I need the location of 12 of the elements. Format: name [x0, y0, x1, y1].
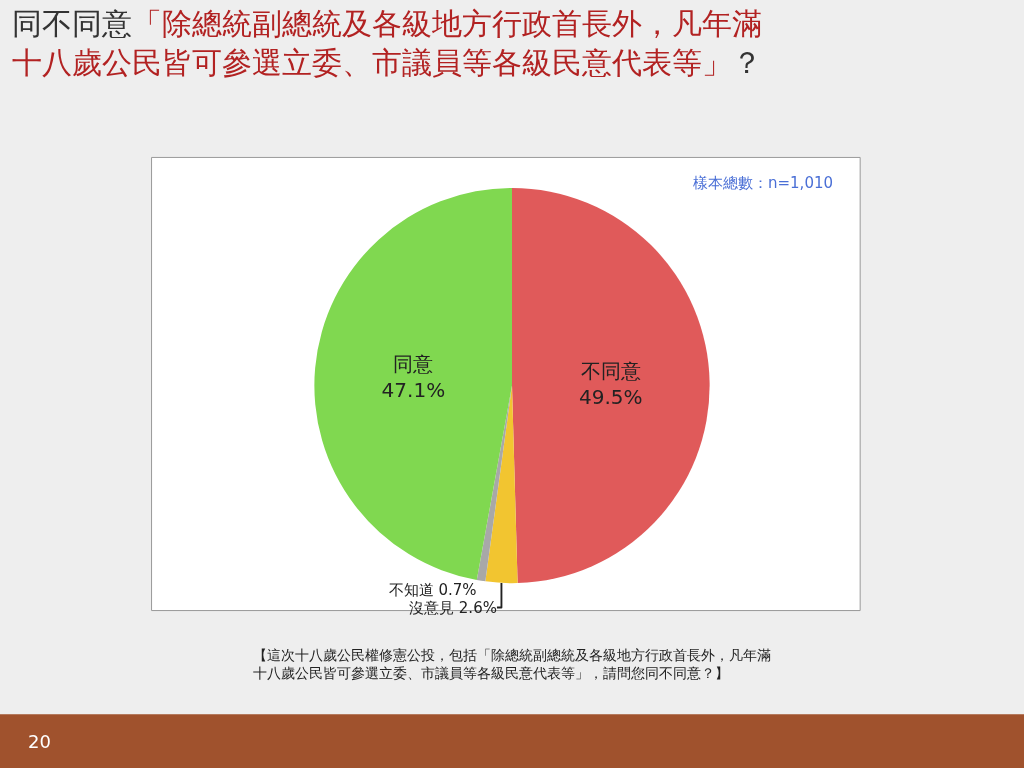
slice-label: 不同意: [580, 359, 641, 384]
text: 【這次十八歲公民權修憲公投，包括「除總統副總統及各級地方行政首長外，凡年滿十八歲公民皆可參選立委、市議員等各級民意代表等」，請問您同不同意？】: [253, 647, 771, 682]
slice-label: 沒意見 2.6%: [409, 598, 497, 617]
text: 20: [28, 731, 51, 752]
chart-title: 同不同意「除總統副總統及各級地方行政首長外，凡年滿十八歲公民皆可參選立委、市議員等各級民意代表等」？: [12, 6, 762, 80]
text: 樣本總數：n=1,010: [693, 174, 834, 192]
slice-label: 不知道 0.7%: [388, 580, 477, 599]
pie-slice: [476, 385, 512, 582]
data-label: 47.1%: [381, 377, 446, 402]
pie-slice: [314, 187, 512, 580]
data-label: 49.5%: [579, 385, 643, 410]
slice-label: 同意: [393, 351, 434, 376]
